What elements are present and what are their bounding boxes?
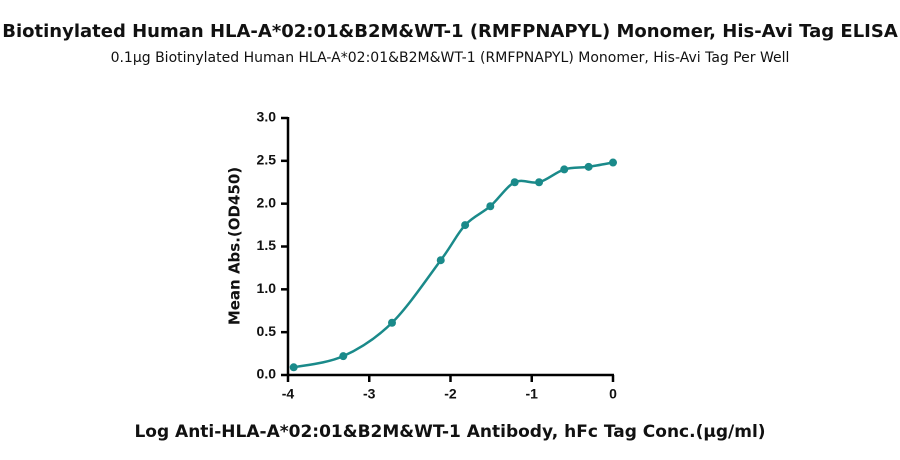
data-point xyxy=(584,162,593,171)
data-point xyxy=(461,221,470,230)
fit-curve xyxy=(293,161,614,369)
data-point xyxy=(535,178,544,187)
y-tick-label: 2.5 xyxy=(257,152,277,168)
x-tick-label: -1 xyxy=(526,386,539,402)
data-point xyxy=(609,158,617,167)
chart-title: Biotinylated Human HLA-A*02:01&B2M&WT-1 … xyxy=(2,21,898,42)
y-tick-label: 0.0 xyxy=(257,366,277,382)
x-tick-label: -4 xyxy=(282,386,295,402)
y-tick-label: 1.5 xyxy=(257,237,277,253)
data-point xyxy=(388,318,396,327)
data-point xyxy=(560,165,569,174)
y-tick-label: 3.0 xyxy=(257,109,277,125)
data-point xyxy=(289,363,298,372)
chart-subtitle: 0.1μg Biotinylated Human HLA-A*02:01&B2M… xyxy=(111,50,790,66)
y-tick-label: 0.5 xyxy=(257,323,277,339)
data-point xyxy=(436,256,445,265)
data-point xyxy=(510,178,519,187)
x-axis-label: Log Anti-HLA-A*02:01&B2M&WT-1 Antibody, … xyxy=(134,422,765,442)
x-tick-label: -3 xyxy=(363,386,376,402)
y-tick-label: 1.0 xyxy=(257,280,277,296)
y-tick-label: 2.0 xyxy=(257,194,277,210)
data-point xyxy=(486,202,495,211)
y-axis-label: Mean Abs.(OD450) xyxy=(226,167,244,325)
x-tick-label: 0 xyxy=(609,386,617,402)
x-tick-label: -2 xyxy=(444,386,457,402)
data-point xyxy=(339,352,348,361)
